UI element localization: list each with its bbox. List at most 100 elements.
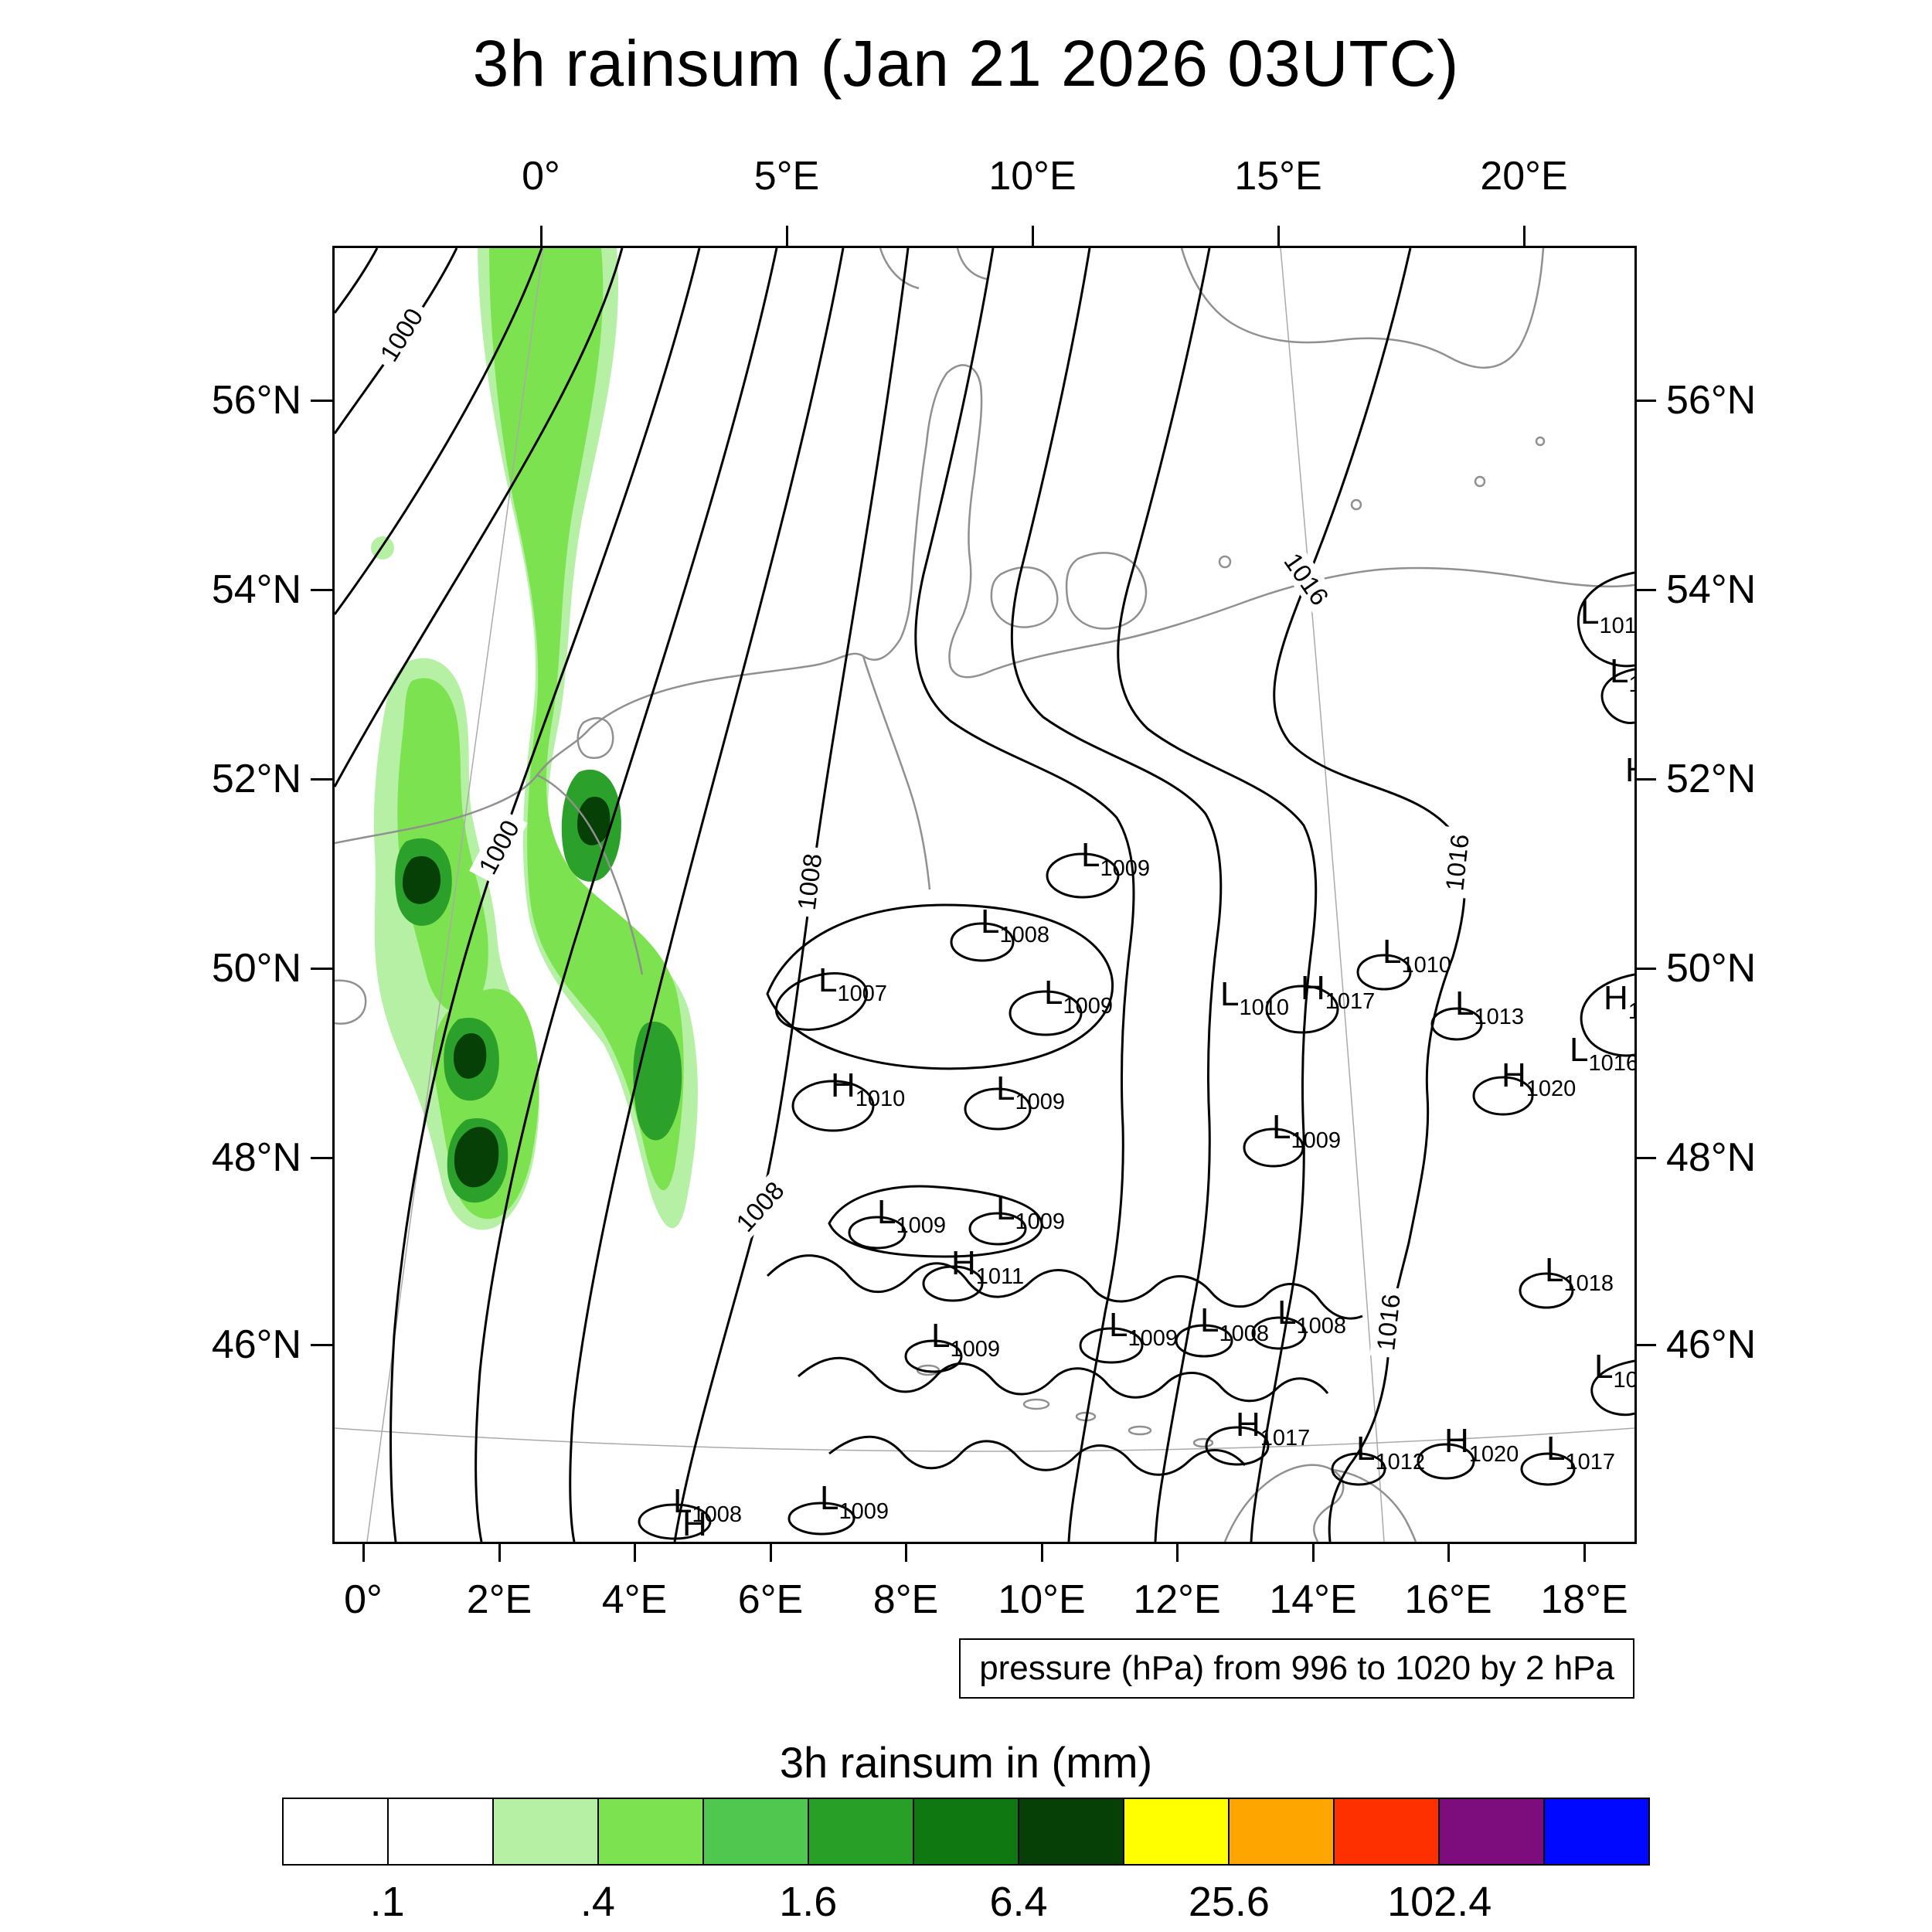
left-axis-label: 56°N [211, 378, 301, 423]
bottom-tick [1447, 1542, 1450, 1562]
colorbar-tick-label: 25.6 [1188, 1879, 1270, 1925]
contour-value-label: 1008 [790, 845, 828, 918]
right-tick [1634, 1344, 1656, 1346]
pressure-center-label: L1009 [877, 1193, 946, 1238]
bottom-tick [498, 1542, 501, 1562]
bottom-axis-label: 0° [344, 1577, 383, 1622]
colorbar-segment [387, 1798, 494, 1866]
svg-text:1016: 1016 [1371, 1293, 1405, 1352]
colorbar-segment [808, 1798, 914, 1866]
pressure-center-label: L1008 [1277, 1294, 1346, 1338]
pressure-center-label: H1010 [831, 1066, 905, 1111]
top-tick [1523, 226, 1526, 246]
pressure-center-label: H10 [1604, 979, 1634, 1024]
pressure-center-label: L1009 [1109, 1306, 1178, 1351]
svg-text:1000: 1000 [473, 815, 525, 879]
bottom-tick [362, 1542, 365, 1562]
bottom-tick [1041, 1542, 1043, 1562]
pressure-center-label: L1010 [1220, 975, 1289, 1020]
colorbar-segment [282, 1798, 389, 1866]
left-axis-label: 54°N [211, 567, 301, 612]
colorbar-segment [1228, 1798, 1335, 1866]
bottom-axis-label: 10°E [998, 1577, 1086, 1622]
colorbar [282, 1798, 1650, 1866]
pressure-center-label: L1009 [820, 1479, 889, 1524]
pressure-center-label: L101 [1594, 1348, 1634, 1393]
top-axis-label: 15°E [1234, 154, 1322, 199]
pressure-center-label: L1009 [996, 1070, 1065, 1114]
pressure-center-label: L1009 [1272, 1108, 1341, 1153]
left-axis-label: 52°N [211, 757, 301, 801]
right-tick [1634, 778, 1656, 781]
colorbar-tick-label: .4 [580, 1879, 615, 1925]
top-axis-label: 20°E [1480, 154, 1568, 199]
pressure-center-label: L1018 [1545, 1251, 1614, 1296]
colorbar-segment [1333, 1798, 1440, 1866]
pressure-center-label: H [682, 1505, 707, 1542]
pressure-center-label: H1011 [951, 1244, 1024, 1289]
pressure-center-label: L1013 [1455, 985, 1524, 1029]
svg-text:1016: 1016 [1440, 833, 1474, 893]
right-axis-label: 56°N [1666, 378, 1757, 423]
pressure-center-label: H1020 [1502, 1056, 1576, 1101]
top-tick [540, 226, 543, 246]
pressure-center-label: L1017 [1580, 594, 1634, 638]
left-axis-label: 46°N [211, 1322, 301, 1367]
top-tick [1277, 226, 1280, 246]
bottom-axis-label: 16°E [1404, 1577, 1492, 1622]
left-axis-label: 48°N [211, 1135, 301, 1180]
right-axis-label: 46°N [1666, 1322, 1757, 1367]
pressure-center-label: L1012 [1356, 1430, 1425, 1475]
contour-value-label: 1000 [370, 297, 432, 372]
top-tick [1032, 226, 1034, 246]
svg-text:1008: 1008 [792, 852, 828, 911]
colorbar-title: 3h rainsum in (mm) [779, 1738, 1153, 1787]
left-tick [311, 778, 332, 781]
pressure-caption: pressure (hPa) from 996 to 1020 by 2 hPa [959, 1638, 1634, 1699]
pressure-center-label: L1009 [1081, 836, 1150, 881]
bottom-tick [770, 1542, 772, 1562]
colorbar-segment [597, 1798, 704, 1866]
pressure-center-label: L1009 [996, 1189, 1065, 1234]
left-axis-label: 50°N [211, 946, 301, 991]
bottom-axis-label: 6°E [737, 1577, 804, 1622]
bottom-tick [1583, 1542, 1586, 1562]
right-tick [1634, 589, 1656, 591]
colorbar-tick-label: 6.4 [989, 1879, 1048, 1925]
bottom-axis-label: 2°E [466, 1577, 532, 1622]
colorbar-segment [1438, 1798, 1545, 1866]
left-tick [311, 400, 332, 402]
left-tick [311, 1344, 332, 1346]
right-tick [1634, 400, 1656, 402]
pressure-center-label: L1008 [673, 1482, 742, 1527]
pressure-center-label: H1020 [1444, 1422, 1519, 1467]
pressure-center-loops [638, 852, 1576, 1540]
right-tick [1634, 1157, 1656, 1159]
top-tick [786, 226, 788, 246]
pressure-center-label: L1008 [1200, 1301, 1269, 1346]
colorbar-tick-label: 1.6 [779, 1879, 838, 1925]
coastlines [335, 248, 1634, 1542]
top-axis-label: 5°E [753, 154, 820, 199]
colorbar-segment [1543, 1798, 1650, 1866]
bottom-axis-label: 4°E [601, 1577, 668, 1622]
top-axis-label: 0° [522, 154, 560, 199]
pressure-center-label: L1009 [931, 1317, 1000, 1362]
contour-value-label: 1008 [725, 1170, 794, 1243]
pressure-center-label: H [1625, 751, 1634, 789]
bottom-tick [905, 1542, 907, 1562]
pressure-center-label: H1017 [1301, 969, 1375, 1014]
bottom-tick [634, 1542, 636, 1562]
pressure-center-label: L1017 [1546, 1430, 1615, 1475]
pressure-center-label: H1017 [1236, 1406, 1310, 1451]
right-axis-label: 52°N [1666, 757, 1757, 801]
right-axis-label: 54°N [1666, 567, 1757, 612]
bottom-axis-label: 8°E [872, 1577, 939, 1622]
contour-value-label: 1016 [1369, 1286, 1406, 1359]
right-axis-label: 48°N [1666, 1135, 1757, 1180]
right-tick [1634, 968, 1656, 970]
colorbar-segment [913, 1798, 1019, 1866]
right-axis-label: 50°N [1666, 946, 1757, 991]
